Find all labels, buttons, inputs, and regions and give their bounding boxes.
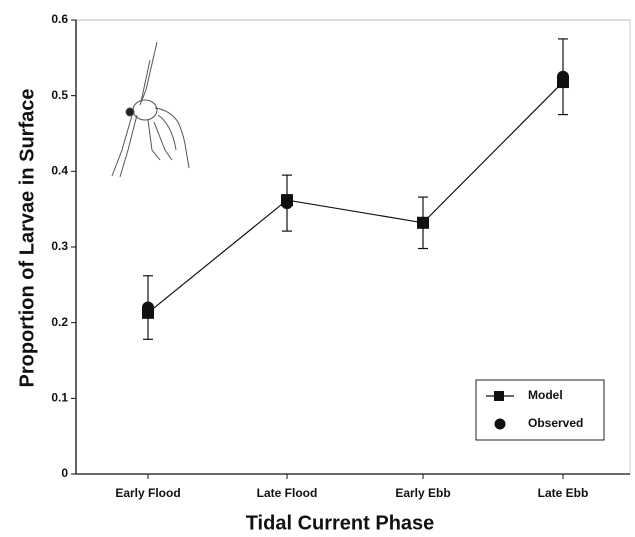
x-tick-label: Late Flood xyxy=(257,486,318,500)
legend-label: Observed xyxy=(528,416,583,430)
observed-marker xyxy=(281,197,293,210)
model-line xyxy=(147,81,564,314)
y-tick-label: 0.2 xyxy=(51,315,68,329)
y-tick-label: 0.1 xyxy=(51,391,68,405)
legend-label: Model xyxy=(528,388,563,402)
legend-box xyxy=(475,379,605,441)
observed-marker xyxy=(557,70,569,83)
legend-marker xyxy=(494,418,506,430)
y-tick-label: 0.4 xyxy=(51,164,68,178)
y-tick-label: 0 xyxy=(61,466,68,480)
legend-marker xyxy=(494,391,504,401)
observed-marker xyxy=(142,301,154,314)
y-tick-label: 0.5 xyxy=(51,88,68,102)
x-tick-label: Early Flood xyxy=(115,486,180,500)
y-tick-label: 0.6 xyxy=(51,12,68,26)
larva-illustration xyxy=(111,41,190,178)
y-axis-title: Proportion of Larvae in Surface xyxy=(16,89,38,388)
x-axis-title: Tidal Current Phase xyxy=(246,512,435,534)
x-tick-label: Late Ebb xyxy=(538,486,589,500)
observed-marker xyxy=(417,216,429,229)
y-tick-label: 0.3 xyxy=(51,239,68,253)
x-tick-label: Early Ebb xyxy=(395,486,450,500)
